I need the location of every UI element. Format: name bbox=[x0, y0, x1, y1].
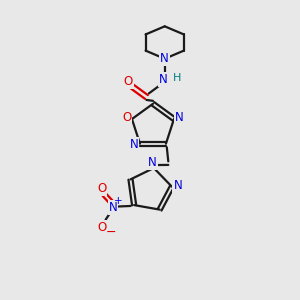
Text: O: O bbox=[97, 221, 106, 234]
Text: O: O bbox=[97, 182, 106, 195]
Text: +: + bbox=[114, 196, 122, 206]
Text: −: − bbox=[105, 226, 116, 239]
Text: N: N bbox=[159, 74, 168, 86]
Text: N: N bbox=[160, 52, 169, 65]
Text: O: O bbox=[124, 75, 133, 88]
Text: O: O bbox=[122, 111, 131, 124]
Text: N: N bbox=[130, 138, 139, 151]
Text: N: N bbox=[148, 156, 157, 169]
Text: N: N bbox=[109, 201, 117, 214]
Text: N: N bbox=[173, 179, 182, 192]
Text: H: H bbox=[173, 73, 181, 83]
Text: N: N bbox=[175, 111, 184, 124]
